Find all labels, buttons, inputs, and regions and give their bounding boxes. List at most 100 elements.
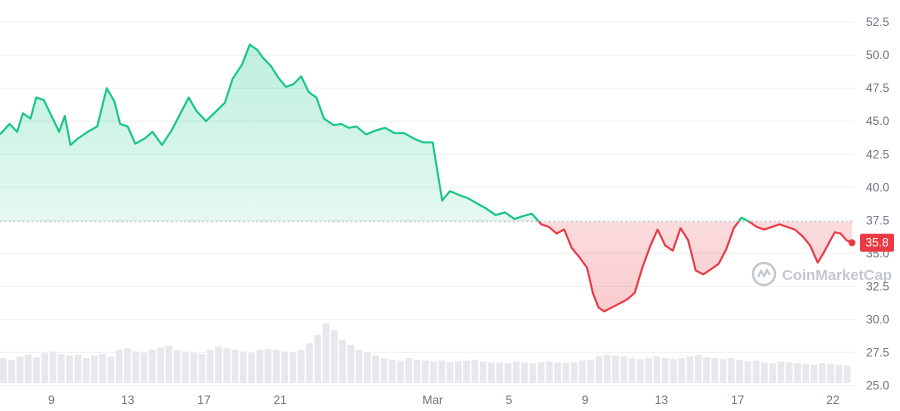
volume-bar [579,360,586,383]
volume-bar [297,349,305,383]
volume-bar [711,358,719,383]
volume-bar [157,347,164,383]
x-tick-label: 21 [274,393,288,407]
volume-bar [339,339,346,383]
x-tick-label: 22 [826,393,840,407]
x-tick-label: 13 [655,393,669,407]
volume-bar [835,364,843,383]
volume-bar [33,357,40,383]
volume-bar [537,362,545,383]
y-tick-label: 47.5 [866,81,890,95]
coinmarketcap-logo-mark [757,267,771,279]
volume-bar [694,354,702,383]
volume-bar [405,358,413,383]
volume-bar [810,364,818,383]
x-tick-label: 17 [731,393,745,407]
x-tick-label: Mar [422,393,443,407]
volume-bar [330,329,338,383]
volume-bar [413,359,421,383]
volume-bar [173,349,181,383]
volume-bar [272,349,280,383]
volume-bar [818,363,826,383]
watermark-text: CoinMarketCap [782,267,892,284]
volume-bar [479,361,487,383]
volume-bar [124,348,131,383]
volume-bar [421,360,429,383]
volume-bar [570,362,578,383]
volume-bar [446,362,454,383]
volume-bar [703,357,710,383]
volume-bar [314,334,322,383]
x-tick-label: 5 [506,393,513,407]
volume-bar [8,359,16,383]
volume-bar [678,358,686,383]
volume-bar [363,352,371,383]
volume-bar [430,361,437,383]
volume-bar [248,353,255,383]
volume-bar [16,356,24,383]
volume-bar [380,358,388,383]
volume-bar [107,356,115,383]
y-tick-label: 32.5 [866,279,890,293]
volume-bar [24,354,32,383]
volume-bar [454,361,462,383]
volume-bar [397,360,404,383]
volume-bar [355,349,363,383]
volume-bar [165,345,173,383]
volume-bar [620,356,628,383]
x-tick-label: 17 [197,393,211,407]
volume-bar [289,352,297,383]
volume-bar [686,356,694,383]
volume-bar [99,353,107,383]
volume-bar [752,360,760,383]
volume-bar [521,362,528,383]
volume-bar [802,363,810,383]
volume-bar [0,358,7,383]
volume-bar [438,360,446,383]
volume-bar [794,363,801,383]
current-price-badge: 35.8 [860,233,894,252]
volume-bar [190,353,198,383]
volume-bar [231,349,239,383]
volume-bar [388,359,396,383]
volume-bar [140,353,148,383]
volume-bar [215,346,222,383]
y-tick-label: 52.5 [866,15,890,29]
volume-bar [562,363,570,383]
current-price-badge-bg [860,233,894,252]
x-tick-label: 13 [121,393,135,407]
volume-bar [322,323,330,383]
volume-bar [512,361,520,383]
volume-bar [661,358,669,383]
y-tick-label: 45.0 [866,114,890,128]
volume-bar [132,351,140,383]
y-tick-label: 25.0 [866,378,890,392]
volume-bar [777,361,785,383]
x-tick-label: 9 [582,393,589,407]
volume-bar [827,363,834,383]
volume-bar [636,358,644,383]
volume-bar [719,358,727,383]
volume-bar [727,358,735,383]
volume-bar [761,362,768,383]
volume-bar [256,349,264,383]
volume-bar [612,355,619,383]
volume-bar [372,355,380,383]
volume-bars [0,323,851,383]
volume-bar [49,351,57,383]
volume-bar [90,355,98,383]
volume-bar [529,363,537,383]
price-line-below-baseline [537,221,853,313]
volume-bar [504,363,512,383]
volume-bar [66,355,73,383]
watermark: CoinMarketCap [751,261,892,287]
price-line-above-baseline [0,43,751,222]
volume-bar [223,348,231,383]
volume-bar [471,359,479,383]
x-tick-label: 9 [48,393,55,407]
volume-bar [148,349,156,383]
coinmarketcap-logo-icon [751,261,777,287]
volume-bar [264,348,272,383]
current-price-label: 35.8 [865,236,889,250]
